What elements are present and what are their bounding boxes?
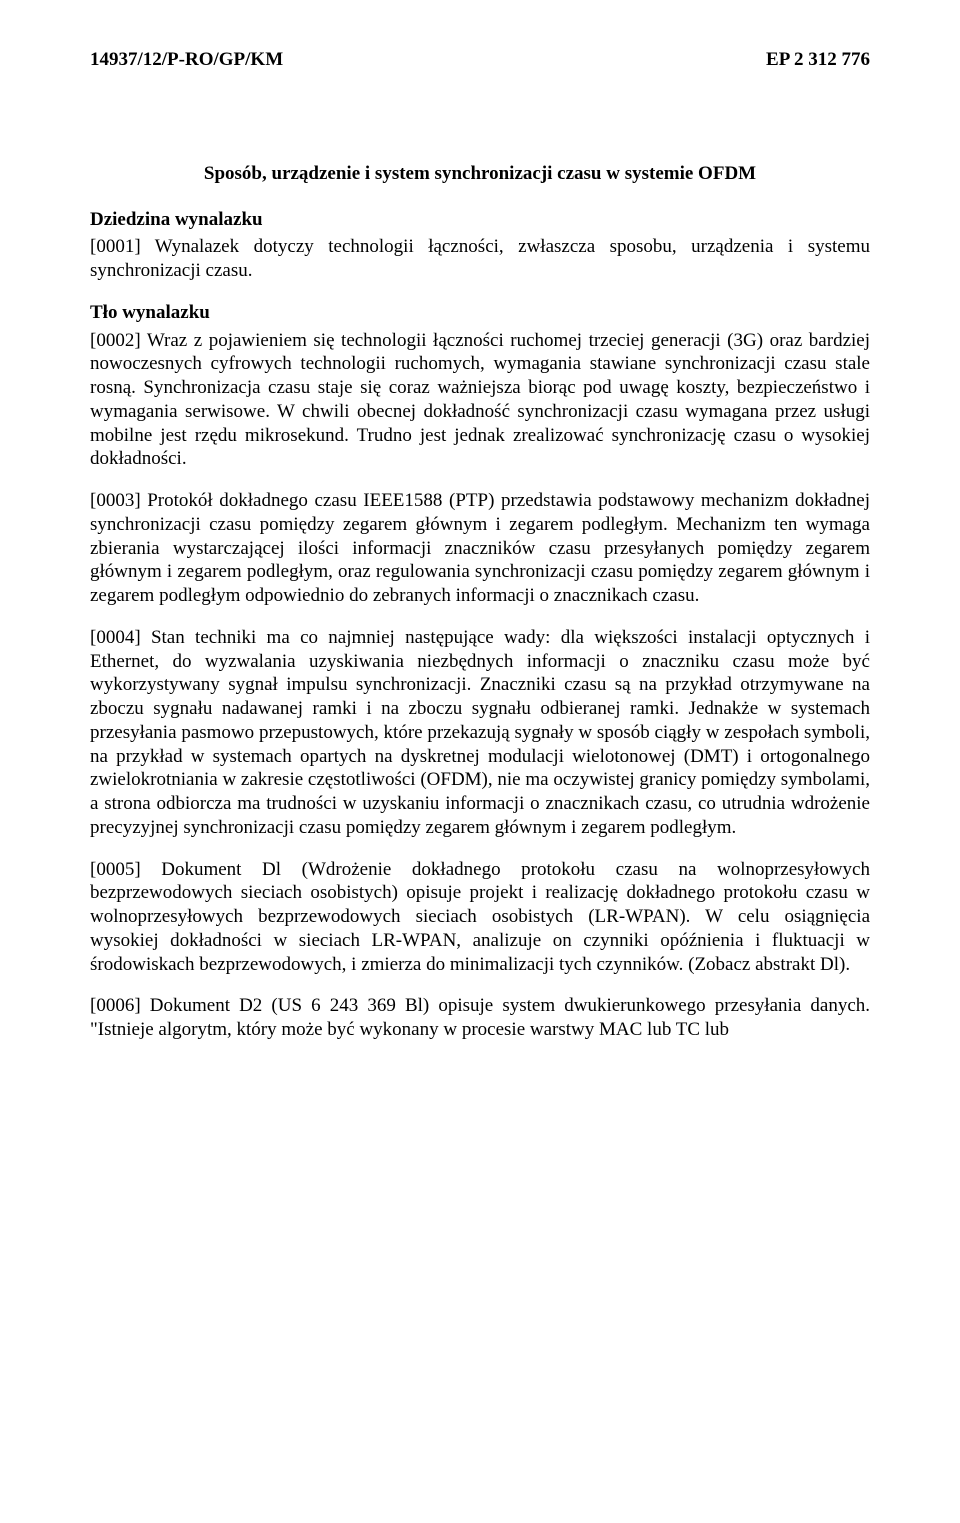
paragraph-0006: [0006] Dokument D2 (US 6 243 369 Bl) opi…: [90, 994, 870, 1042]
header-left: 14937/12/P-RO/GP/KM: [90, 48, 283, 72]
paragraph-0001: [0001] Wynalazek dotyczy technologii łąc…: [90, 235, 870, 283]
document-title: Sposób, urządzenie i system synchronizac…: [90, 162, 870, 186]
section-heading-tlo: Tło wynalazku: [90, 301, 870, 325]
paragraph-0005: [0005] Dokument Dl (Wdrożenie dokładnego…: [90, 858, 870, 977]
header-right: EP 2 312 776: [766, 48, 870, 72]
page-header: 14937/12/P-RO/GP/KM EP 2 312 776: [90, 48, 870, 72]
section-heading-dziedzina: Dziedzina wynalazku: [90, 208, 870, 232]
paragraph-0004: [0004] Stan techniki ma co najmniej nast…: [90, 626, 870, 840]
paragraph-0002: [0002] Wraz z pojawieniem się technologi…: [90, 329, 870, 472]
paragraph-0003: [0003] Protokół dokładnego czasu IEEE158…: [90, 489, 870, 608]
